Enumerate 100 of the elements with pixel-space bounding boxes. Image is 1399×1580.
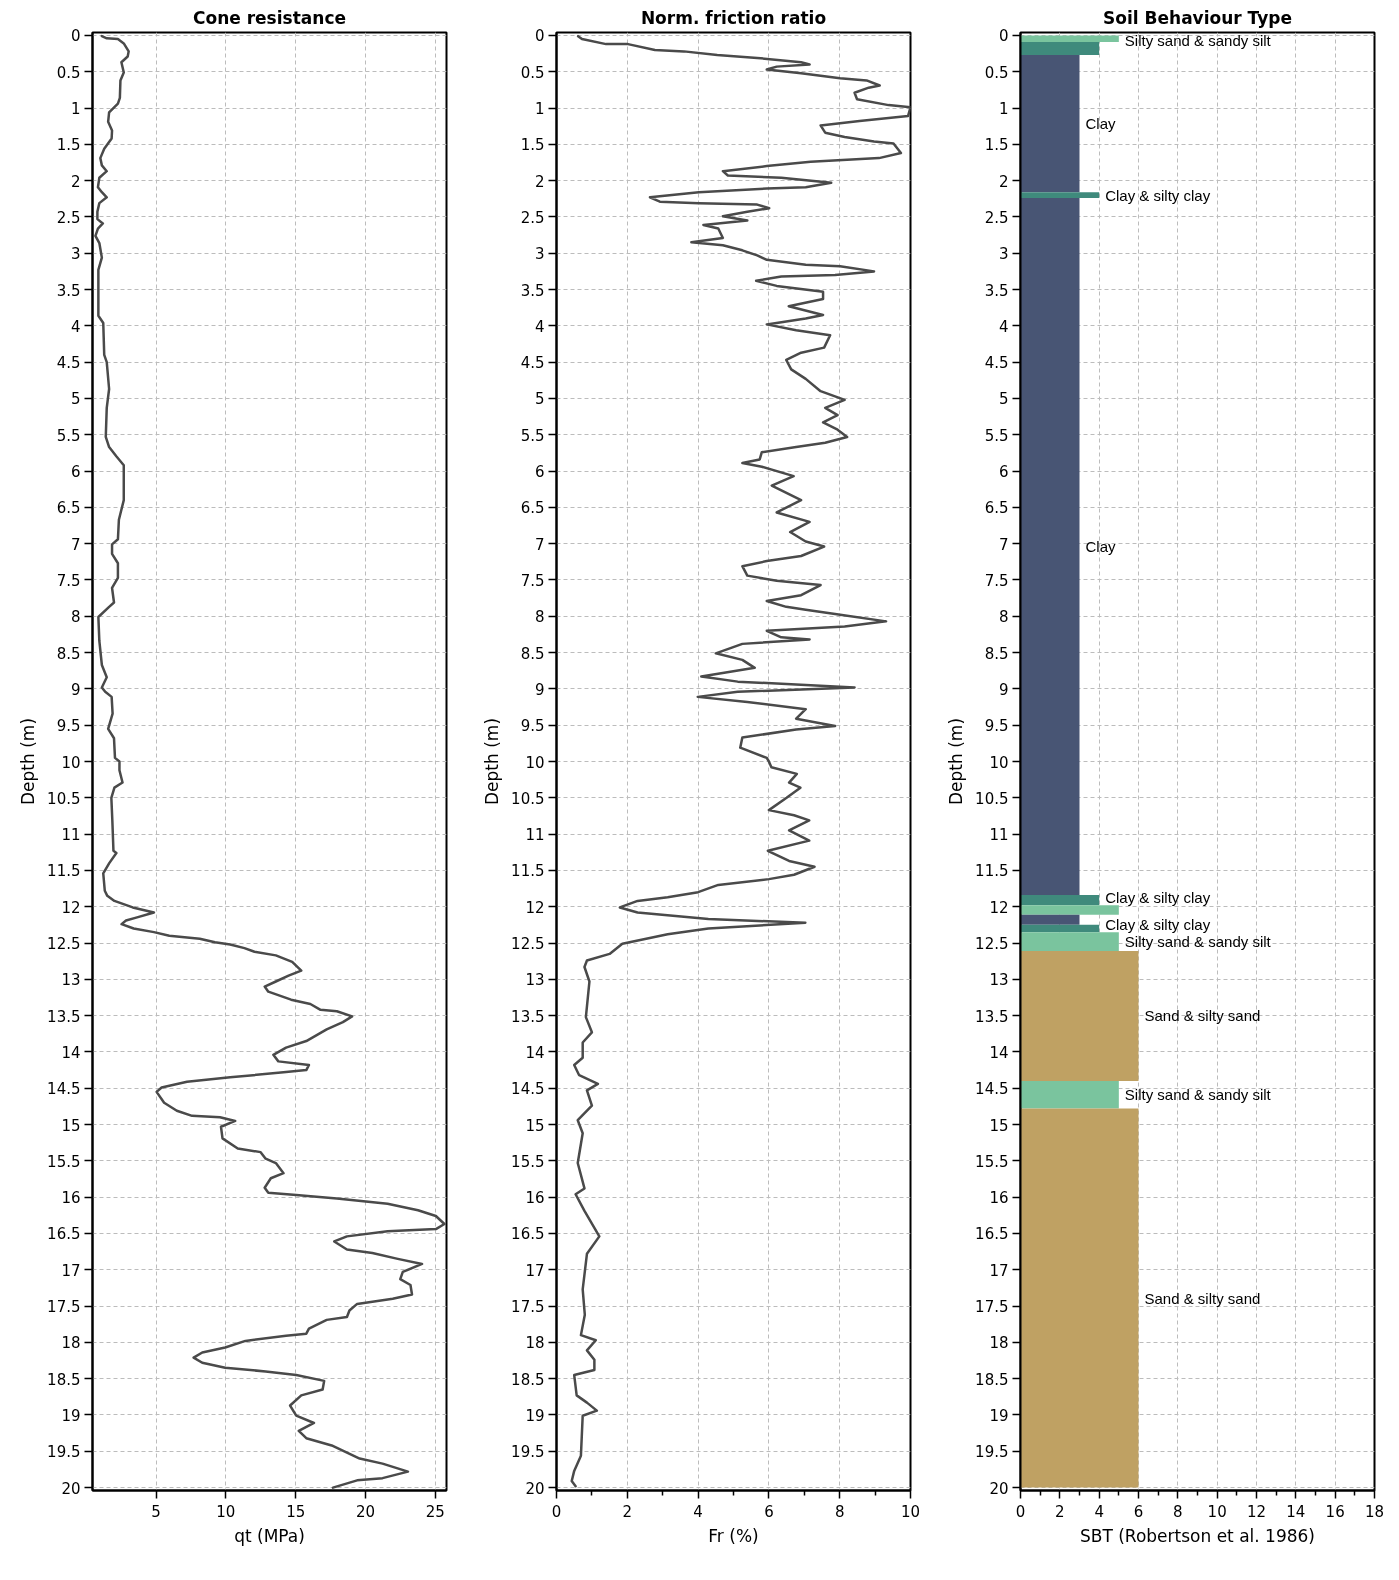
y-tick-label: 12 bbox=[989, 898, 1009, 917]
y-tick-label: 11 bbox=[989, 826, 1009, 845]
y-tick-label: 1.5 bbox=[56, 136, 81, 155]
y-tick-label: 19.5 bbox=[47, 1443, 81, 1462]
y-tick-label: 6.5 bbox=[520, 499, 545, 518]
y-tick-label: 8 bbox=[998, 608, 1009, 627]
y-tick-label: 15.5 bbox=[975, 1152, 1009, 1171]
y-tick-label: 2 bbox=[70, 172, 81, 191]
y-tick-label: 5 bbox=[70, 390, 81, 409]
x-axis-title: SBT (Robertson et al. 1986) bbox=[1079, 1525, 1316, 1546]
y-tick-label: 13 bbox=[989, 971, 1009, 990]
y-tick-label: 0 bbox=[998, 27, 1009, 46]
y-tick-label: 6 bbox=[70, 463, 81, 482]
y-tick-label: 8.5 bbox=[520, 644, 545, 663]
y-tick-label: 5.5 bbox=[984, 426, 1009, 445]
y-tick-label: 16 bbox=[989, 1189, 1009, 1208]
y-tick-label: 17 bbox=[525, 1261, 545, 1280]
x-tick-label: 4 bbox=[1094, 1502, 1104, 1521]
y-tick-label: 10.5 bbox=[47, 789, 81, 808]
data-label: Clay & silty clay bbox=[1105, 186, 1211, 204]
y-tick-label: 18 bbox=[525, 1334, 545, 1353]
y-tick-label: 15.5 bbox=[511, 1152, 545, 1171]
y-tick-label: 17.5 bbox=[47, 1298, 81, 1317]
y-tick-label: 7.5 bbox=[984, 571, 1009, 590]
x-tick-label: 12 bbox=[1246, 1502, 1267, 1521]
y-tick-label: 14 bbox=[989, 1043, 1009, 1062]
y-tick-label: 1.5 bbox=[520, 136, 545, 155]
y-tick-label: 14 bbox=[61, 1043, 81, 1062]
chart-title: Norm. friction ratio bbox=[640, 7, 827, 28]
y-tick-label: 11 bbox=[61, 826, 81, 845]
y-tick-label: 1 bbox=[998, 100, 1009, 119]
y-tick-label: 15.5 bbox=[47, 1152, 81, 1171]
y-tick-label: 19 bbox=[989, 1406, 1009, 1425]
y-tick-label: 3 bbox=[70, 245, 81, 264]
y-tick-label: 2.5 bbox=[984, 208, 1009, 227]
data-label: Clay & silty clay bbox=[1105, 915, 1211, 933]
y-tick-label: 12.5 bbox=[47, 935, 81, 954]
y-tick-label: 13.5 bbox=[47, 1007, 81, 1026]
x-tick-label: 10 bbox=[900, 1502, 921, 1521]
y-tick-label: 7 bbox=[534, 535, 545, 554]
data-label: Silty sand & sandy silt bbox=[1124, 1086, 1272, 1104]
y-tick-label: 17 bbox=[989, 1261, 1009, 1280]
y-tick-label: 0.5 bbox=[520, 63, 545, 82]
y-axis-title: Depth (m) bbox=[18, 717, 39, 805]
x-tick-label: 6 bbox=[764, 1502, 774, 1521]
x-tick-label: 8 bbox=[834, 1502, 845, 1521]
chart-title: Cone resistance bbox=[193, 7, 346, 28]
y-tick-label: 8 bbox=[70, 608, 81, 627]
y-tick-label: 2 bbox=[534, 172, 545, 191]
y-tick-label: 20 bbox=[989, 1479, 1009, 1498]
y-tick-label: 4 bbox=[998, 317, 1009, 336]
data-label: Sand & silty sand bbox=[1144, 1289, 1261, 1307]
y-tick-label: 3 bbox=[998, 245, 1009, 264]
x-tick-label: 18 bbox=[1364, 1502, 1385, 1521]
x-tick-label: 10 bbox=[216, 1502, 236, 1521]
y-tick-label: 13 bbox=[525, 971, 545, 990]
y-tick-label: 4.5 bbox=[520, 354, 545, 373]
y-tick-label: 2.5 bbox=[56, 208, 81, 227]
chart-title: Soil Behaviour Type bbox=[1103, 7, 1292, 28]
y-tick-label: 6.5 bbox=[984, 499, 1009, 518]
y-tick-label: 8.5 bbox=[56, 644, 81, 663]
x-tick-label: 10 bbox=[1207, 1502, 1227, 1521]
x-tick-label: 20 bbox=[355, 1502, 376, 1521]
y-tick-label: 8 bbox=[534, 608, 545, 627]
y-tick-label: 15 bbox=[989, 1116, 1009, 1135]
y-tick-label: 18.5 bbox=[975, 1370, 1009, 1389]
x-tick-label: 25 bbox=[425, 1502, 445, 1521]
y-tick-label: 9 bbox=[534, 680, 545, 699]
line-series bbox=[570, 34, 911, 1488]
y-tick-label: 7.5 bbox=[520, 571, 545, 590]
x-tick-label: 8 bbox=[1173, 1502, 1183, 1521]
y-tick-label: 18 bbox=[61, 1334, 81, 1353]
y-tick-label: 3.5 bbox=[984, 281, 1009, 300]
y-tick-label: 10.5 bbox=[975, 789, 1009, 808]
y-tick-label: 13.5 bbox=[511, 1007, 545, 1026]
x-tick-label: 5 bbox=[151, 1502, 161, 1521]
y-tick-label: 15 bbox=[61, 1116, 81, 1135]
y-tick-label: 10 bbox=[525, 753, 545, 772]
x-tick-label: 16 bbox=[1325, 1502, 1345, 1521]
y-tick-label: 16.5 bbox=[975, 1225, 1009, 1244]
y-axis-title: Depth (m) bbox=[946, 717, 967, 805]
y-tick-label: 9.5 bbox=[56, 717, 81, 736]
y-tick-label: 11.5 bbox=[511, 862, 545, 881]
y-tick-label: 9 bbox=[70, 680, 81, 699]
y-tick-label: 7 bbox=[70, 535, 81, 554]
y-tick-label: 17.5 bbox=[975, 1298, 1009, 1317]
y-tick-label: 11 bbox=[525, 826, 545, 845]
y-tick-label: 0.5 bbox=[984, 63, 1009, 82]
y-tick-label: 0 bbox=[534, 27, 545, 46]
y-tick-label: 8.5 bbox=[984, 644, 1009, 663]
y-tick-label: 11.5 bbox=[47, 862, 81, 881]
y-tick-label: 5.5 bbox=[520, 426, 545, 445]
y-tick-label: 18.5 bbox=[47, 1370, 81, 1389]
y-tick-label: 1 bbox=[534, 100, 545, 119]
y-tick-label: 4.5 bbox=[56, 354, 81, 373]
x-tick-label: 0 bbox=[1015, 1502, 1026, 1521]
y-tick-label: 13 bbox=[61, 971, 81, 990]
data-label: Silty sand & sandy silt bbox=[1124, 32, 1272, 49]
y-tick-label: 16.5 bbox=[47, 1225, 81, 1244]
x-axis-title: Fr (%) bbox=[708, 1525, 759, 1546]
